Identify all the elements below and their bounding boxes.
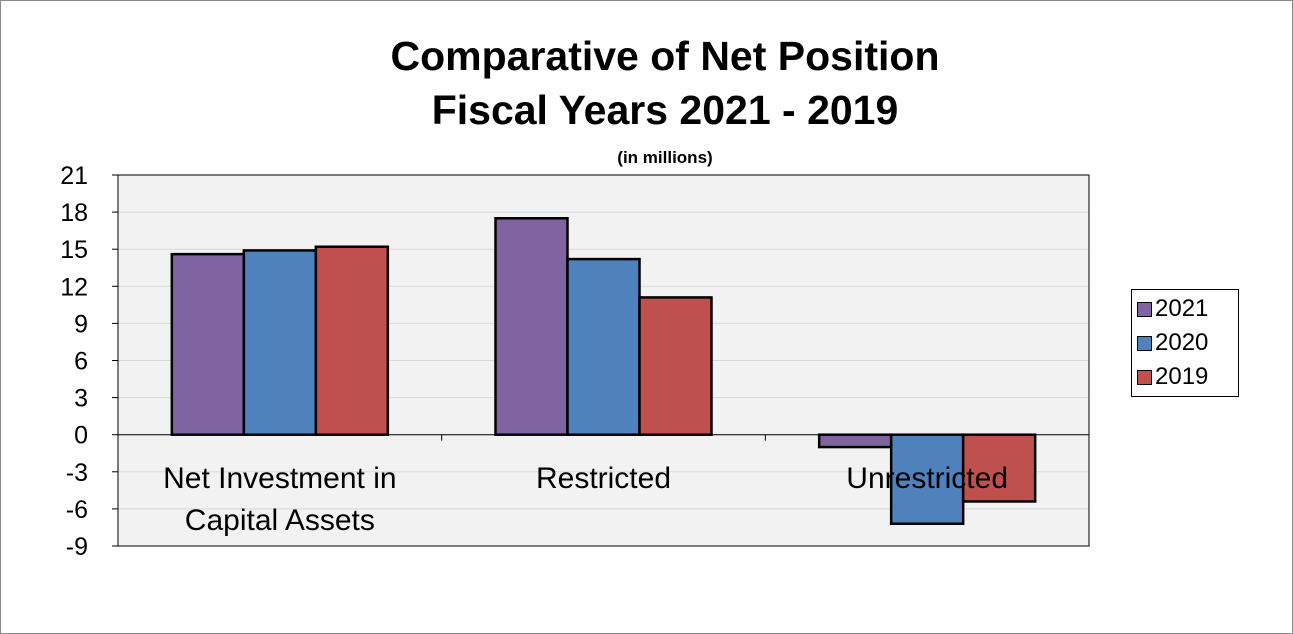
y-tick-label: 3 [74,385,88,413]
bar-2020-2 [889,433,965,525]
y-tick-label: 9 [74,310,88,338]
legend-swatch [1137,301,1152,317]
y-tick-label: 12 [60,273,88,301]
bar-2019-0 [314,245,390,436]
y-tick-label: 15 [60,236,88,264]
category-label: Capital Assets [185,504,375,537]
bar-2021-2 [817,433,893,449]
bar-2019-1 [638,296,713,436]
y-tick-label: -3 [66,459,88,487]
y-tick-label: -6 [66,496,88,524]
category-label: Unrestricted [846,462,1008,495]
bar-2020-1 [566,257,641,436]
legend-label: 2019 [1155,363,1209,390]
y-tick-label: 18 [60,199,88,227]
y-tick-label: 0 [74,422,88,450]
plot-border [117,174,1090,547]
legend-swatch [1137,335,1152,351]
category-label: Net Investment in [163,462,396,495]
bar-2020-0 [242,249,318,436]
chart-title: Comparative of Net Position [390,33,940,79]
legend-label: 2021 [1155,295,1209,322]
legend-item-2021: 2021 [1132,292,1238,326]
chart-subtitle: (in millions) [617,148,713,167]
bar-2021-0 [170,252,246,436]
legend-label: 2020 [1155,329,1209,356]
legend-item-2020: 2020 [1132,326,1238,360]
legend-swatch [1137,369,1152,385]
legend-item-2019: 2019 [1132,360,1238,394]
chart-legend: 2021 2020 2019 [1131,289,1239,397]
bar-2021-1 [494,217,569,436]
y-tick-label: -9 [66,533,88,561]
chart-title-line2: Fiscal Years 2021 - 2019 [431,87,899,133]
category-label: Restricted [536,462,671,495]
y-tick-label: 21 [60,162,88,190]
y-tick-label: 6 [74,348,88,376]
